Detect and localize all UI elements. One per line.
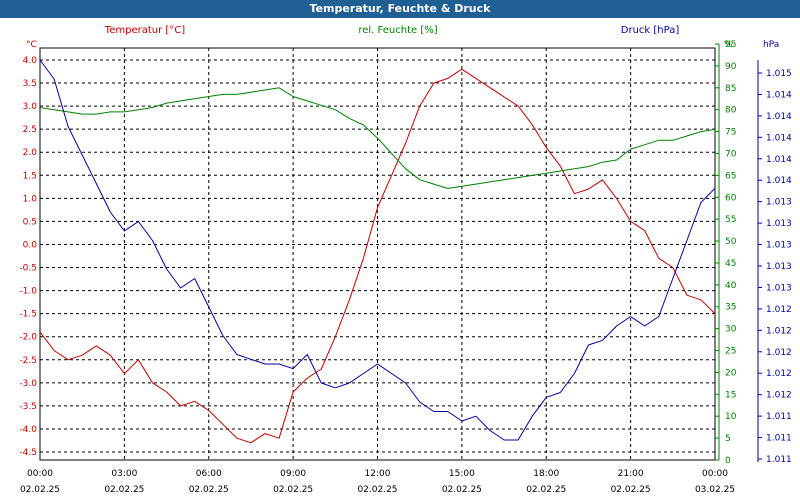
x-tick-date: 02.02.25 [526, 485, 566, 495]
humidity-tick-label: 30 [725, 325, 737, 335]
temperature-tick-label: 2.0 [23, 148, 38, 158]
temperature-tick-labels: 4.0 3.5 3.0 2.5 2.0 1.5 1.0 0.5 0.0 -0.5 -1.0 -1.5 -… [19, 56, 37, 458]
humidity-tick-label: 80 [725, 106, 737, 116]
pressure-tick-label: 1.013 [766, 283, 792, 293]
pressure-axis-title: Druck [hPa] [621, 25, 680, 36]
x-tick-time: 21:00 [618, 469, 644, 479]
x-tick-date: 02.02.25 [357, 485, 397, 495]
x-tick-date: 03.02.25 [695, 485, 735, 495]
pressure-tick-label: 1.014 [766, 90, 792, 100]
temperature-tick-label: 3.5 [23, 79, 37, 89]
temperature-tick-label: -2.0 [19, 333, 37, 343]
humidity-tick-label: 65 [725, 171, 736, 181]
pressure-tick-label: 1.013 [766, 262, 792, 272]
pressure-tick-label: 1.011 [766, 434, 792, 444]
humidity-axis-title: rel. Feuchte [%] [358, 25, 437, 36]
chart-background [0, 18, 800, 500]
temperature-series-line [39, 68, 716, 444]
temperature-tick-label: -1.0 [19, 287, 37, 297]
temperature-tick-label: -4.5 [19, 448, 37, 458]
humidity-tick-label: 0 [725, 456, 731, 466]
humidity-tick-label: 45 [725, 259, 736, 269]
temperature-tick-label: -3.0 [19, 379, 37, 389]
pressure-tick-labels: 1.015 1.014 1.014 1.014 1.014 1.014 1.013 1.013… [757, 60, 792, 465]
x-tick-date: 02.02.25 [611, 485, 651, 495]
pressure-tick-label: 1.012 [766, 348, 792, 358]
grid [40, 48, 715, 460]
x-tick-time: 09:00 [280, 469, 306, 479]
humidity-tick-label: 40 [725, 281, 737, 291]
temperature-tick-label: 1.0 [23, 194, 38, 204]
x-tick-time: 06:00 [196, 469, 222, 479]
temperature-tick-label: 0.0 [23, 240, 38, 250]
temperature-tick-label: 2.5 [23, 125, 37, 135]
humidity-tick-label: 10 [725, 412, 737, 422]
x-tick-time: 12:00 [365, 469, 391, 479]
humidity-tick-label: 95 [725, 40, 736, 50]
temperature-tick-label: 4.0 [23, 56, 38, 66]
pressure-tick-label: 1.012 [766, 391, 792, 401]
x-tick-time: 00:00 [27, 469, 53, 479]
x-tick-time: 03:00 [111, 469, 137, 479]
humidity-tick-label: 85 [725, 84, 736, 94]
pressure-tick-label: 1.012 [766, 305, 792, 315]
x-tick-date: 02.02.25 [442, 485, 482, 495]
humidity-series-line [39, 87, 716, 189]
temperature-tick-label: 3.0 [23, 102, 38, 112]
pressure-tick-label: 1.014 [766, 133, 792, 143]
pressure-tick-label: 1.012 [766, 326, 792, 336]
humidity-tick-label: 55 [725, 215, 736, 225]
temperature-tick-label: -1.5 [19, 310, 37, 320]
pressure-series-line [39, 59, 716, 441]
humidity-unit: % [724, 40, 733, 50]
window-title: Temperatur, Feuchte & Druck [0, 0, 800, 18]
humidity-tick-label: 25 [725, 347, 736, 357]
humidity-tick-label: 60 [725, 193, 737, 203]
x-tick-time: 00:00 [702, 469, 728, 479]
x-tick-date: 02.02.25 [20, 485, 60, 495]
x-tick-date: 02.02.25 [189, 485, 229, 495]
series-lines [39, 59, 716, 444]
plot-frame [39, 47, 716, 461]
x-tick-date: 02.02.25 [273, 485, 313, 495]
temperature-tick-label: -2.5 [19, 356, 37, 366]
pressure-tick-label: 1.014 [766, 176, 792, 186]
pressure-tick-label: 1.013 [766, 241, 792, 251]
humidity-tick-label: 70 [725, 149, 737, 159]
x-tick-time: 15:00 [449, 469, 475, 479]
humidity-tick-label: 35 [725, 303, 736, 313]
pressure-tick-label: 1.014 [766, 155, 792, 165]
temperature-tick-label: 1.5 [23, 171, 37, 181]
pressure-tick-label: 1.011 [766, 412, 792, 422]
humidity-tick-label: 15 [725, 390, 736, 400]
temperature-tick-label: -4.0 [19, 425, 37, 435]
x-tick-labels: 00:00 02.02.25 03:00 02.02.25 06:00 02.02.25 0… [20, 469, 735, 495]
humidity-tick-label: 20 [725, 368, 737, 378]
pressure-unit: hPa [763, 40, 779, 50]
x-tick-time: 18:00 [533, 469, 559, 479]
humidity-tick-label: 90 [725, 62, 737, 72]
humidity-tick-label: 75 [725, 128, 736, 138]
pressure-tick-label: 1.011 [766, 455, 792, 465]
temperature-tick-label: -0.5 [19, 264, 37, 274]
pressure-tick-label: 1.013 [766, 219, 792, 229]
pressure-tick-label: 1.015 [766, 69, 792, 79]
temperature-axis-title: Temperatur [°C] [104, 25, 185, 36]
pressure-tick-label: 1.013 [766, 198, 792, 208]
temperature-tick-label: -3.5 [19, 402, 37, 412]
humidity-tick-label: 50 [725, 237, 737, 247]
temperature-tick-label: 0.5 [23, 217, 37, 227]
pressure-tick-label: 1.014 [766, 112, 792, 122]
pressure-tick-label: 1.012 [766, 369, 792, 379]
temperature-unit: °C [26, 40, 37, 50]
humidity-tick-label: 5 [725, 434, 731, 444]
x-tick-date: 02.02.25 [104, 485, 144, 495]
